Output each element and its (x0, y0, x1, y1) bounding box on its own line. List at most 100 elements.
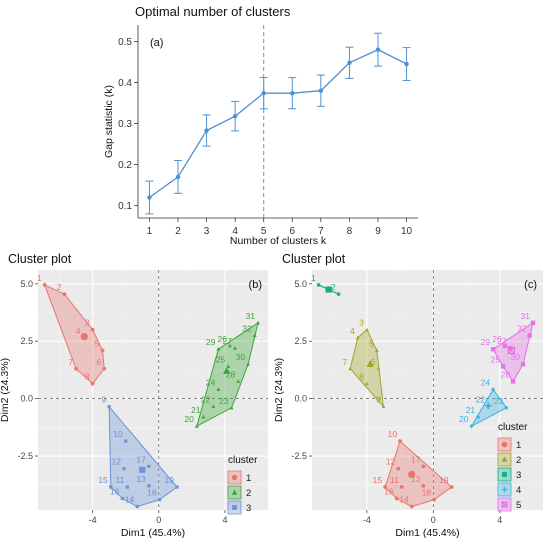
point-label: 15 (98, 475, 108, 485)
panel-c: Cluster plot -4 0 4 -2.5 0.0 2.5 5.0 Dim1 (45.4%… (273, 252, 543, 539)
data-point (421, 483, 426, 488)
data-point (42, 283, 47, 287)
point-label: 22 (201, 395, 211, 405)
cluster-centroid (325, 286, 332, 293)
legend-label: 5 (516, 500, 521, 511)
data-point (491, 387, 496, 392)
point-label: 30 (236, 352, 246, 362)
data-point (376, 366, 381, 371)
data-point (246, 362, 251, 366)
point-label: 19 (165, 475, 175, 485)
y-tick-label: 5.0 (294, 279, 307, 289)
panel-tag: (b) (249, 279, 262, 291)
data-point (175, 174, 181, 180)
point-label: 3 (359, 318, 364, 328)
cluster-hull (349, 328, 385, 409)
data-point (432, 497, 437, 502)
cluster-centroid (484, 401, 492, 410)
data-point-d2 (491, 347, 496, 352)
data-point (211, 404, 216, 409)
data-point (449, 485, 454, 489)
data-point (147, 464, 151, 468)
x-axis-label: Dim1 (45.4%) (121, 527, 185, 539)
point-label: 20 (184, 414, 194, 424)
cluster-centroid (408, 470, 416, 479)
data-point-d2 (502, 343, 507, 348)
x-tick-label: 3 (204, 226, 210, 237)
y-axis-label: Dim2 (24.3%) (273, 358, 285, 422)
cluster-hull (196, 321, 259, 428)
chart-title: Optimal number of clusters (135, 4, 291, 19)
legend-label: 1 (516, 440, 521, 451)
data-point (530, 320, 536, 325)
y-tick-label: 2.5 (294, 336, 307, 346)
point-label: 21 (191, 405, 201, 415)
point-label: 17 (136, 454, 146, 464)
point-label: 26 (217, 334, 227, 344)
point-label: 30 (511, 352, 521, 362)
data-point (290, 90, 295, 96)
cluster-centroid (223, 367, 231, 374)
data-point (355, 335, 360, 340)
data-point (374, 348, 379, 352)
x-tick-label: -4 (363, 515, 371, 525)
plot-background (312, 270, 543, 510)
legend-label: 4 (516, 485, 521, 496)
point-label: 24 (481, 377, 491, 387)
point-label: 5 (95, 338, 100, 348)
cluster-centroid (80, 333, 88, 341)
y-tick-label: -2.5 (17, 451, 33, 461)
point-label: 22 (476, 395, 486, 405)
legend-label: 2 (246, 488, 251, 499)
y-axis-label: Dim2 (24.3%) (0, 358, 11, 422)
data-point-box (490, 347, 496, 352)
data-point (383, 485, 388, 489)
x-tick-label: 0 (156, 515, 161, 525)
data-point (490, 347, 496, 352)
legend-label: 2 (516, 455, 521, 466)
cluster-hull (470, 388, 508, 428)
point-label: 29 (481, 337, 491, 347)
y-tick-label: 0.2 (118, 160, 132, 171)
data-point (476, 415, 481, 419)
legend-symbol (501, 486, 508, 493)
data-point (147, 195, 152, 200)
panel-title: Cluster plot (8, 252, 72, 266)
point-label: 24 (206, 377, 216, 387)
y-tick-label: 0.3 (118, 119, 132, 130)
data-point (228, 343, 232, 348)
point-label: 31 (246, 311, 256, 321)
point-label: 28 (226, 369, 236, 379)
data-point (194, 424, 199, 428)
data-point (381, 404, 386, 409)
point-label: 11 (116, 475, 125, 485)
point-label: 27 (222, 336, 232, 346)
y-tick-label: 0.4 (118, 78, 132, 89)
point-label: 23 (219, 396, 229, 406)
point-label: 23 (494, 396, 504, 406)
data-point (236, 379, 241, 383)
point-label: 14 (125, 495, 135, 505)
data-point (510, 379, 516, 384)
data-point-d2 (527, 333, 532, 338)
data-point (175, 485, 179, 489)
point-label: 4 (350, 326, 355, 336)
point-label: 1 (37, 273, 42, 283)
legend-symbol (232, 505, 237, 510)
data-point (469, 424, 474, 429)
data-point (74, 366, 78, 371)
point-label: 28 (501, 369, 511, 379)
data-point (317, 283, 321, 287)
point-label: 9 (101, 395, 106, 405)
data-point (527, 333, 532, 338)
data-point (135, 504, 139, 509)
x-tick-label: 6 (290, 226, 296, 237)
panel-a: Optimal number of clusters 0.1 0.2 0.3 0.4 0.… (103, 4, 418, 247)
legend-symbol (501, 456, 508, 462)
data-point (158, 498, 162, 502)
y-tick-label: 0.1 (118, 201, 132, 212)
data-point (394, 496, 399, 501)
point-label: 1 (311, 273, 316, 283)
data-point (124, 439, 128, 443)
point-label: 16 (110, 487, 120, 497)
